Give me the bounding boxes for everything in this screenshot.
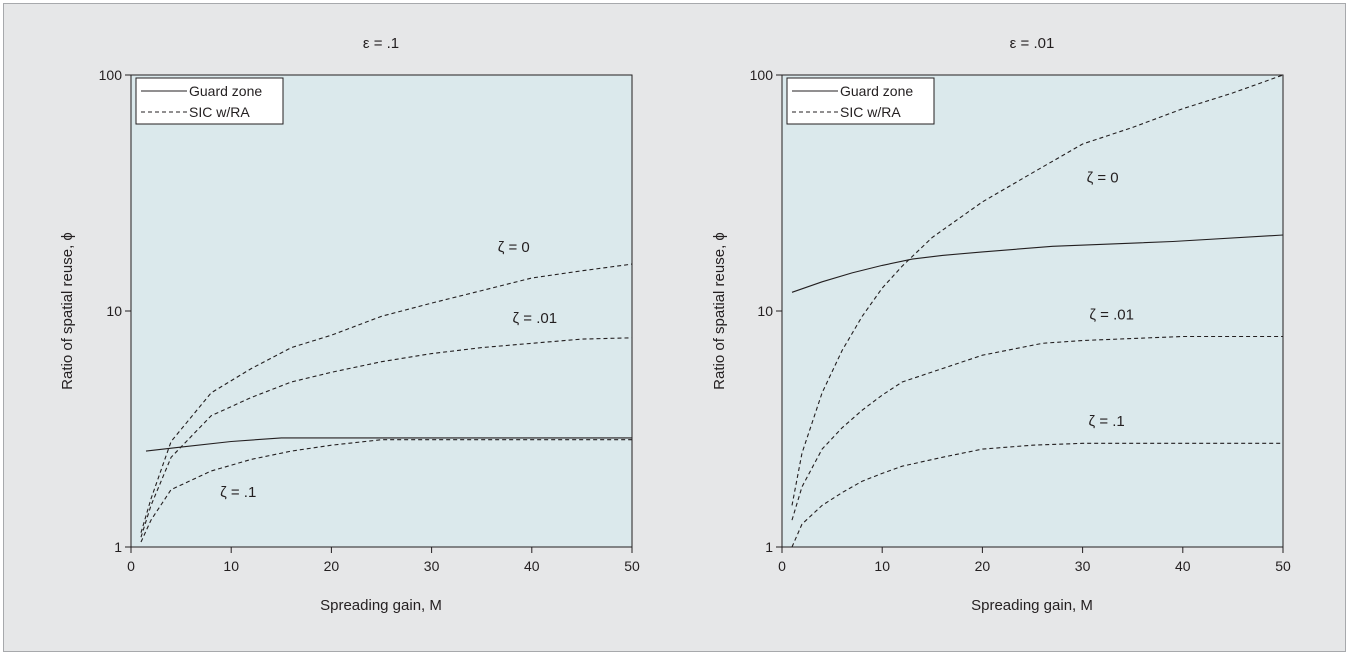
right-y-tick-label-2: 100 — [750, 67, 774, 83]
right-curve-annotation-1: ζ = .01 — [1089, 307, 1134, 324]
left-legend-label-guard-zone: Guard zone — [189, 83, 262, 99]
left-x-tick-label-4: 40 — [524, 558, 540, 574]
right-legend-box — [786, 77, 935, 125]
right-x-tick-label-2: 20 — [975, 558, 991, 574]
left-y-tick-label-2: 100 — [99, 67, 123, 83]
right-curve-annotation-0: ζ = 0 — [1087, 170, 1119, 187]
right-y-axis-label: Ratio of spatial reuse, ϕ — [711, 232, 728, 390]
left-curve-annotation-0: ζ = 0 — [498, 239, 530, 256]
left-x-axis-label: Spreading gain, M — [320, 597, 442, 614]
right-series-line-guard-zone — [791, 234, 1284, 293]
left-chart-title: ε = .1 — [363, 35, 399, 52]
right-series-line-sic-2 — [791, 335, 1283, 521]
right-y-tick-label-0: 1 — [765, 539, 773, 555]
right-legend-label-guard-zone: Guard zone — [840, 83, 913, 99]
right-plot-area — [781, 74, 1284, 548]
left-x-tick-label-1: 10 — [223, 558, 239, 574]
right-x-axis-label: Spreading gain, M — [971, 597, 1093, 614]
right-curve-annotation-2: ζ = .1 — [1089, 413, 1125, 430]
left-x-tick-label-3: 30 — [424, 558, 440, 574]
right-x-tick-label-0: 0 — [778, 558, 786, 574]
left-plot-area — [130, 74, 633, 548]
right-legend: Guard zone SIC w/RA — [786, 77, 935, 125]
left-curve-annotation-1: ζ = .01 — [513, 310, 558, 327]
left-legend: Guard zone SIC w/RA — [135, 77, 284, 125]
left-x-tick-label-2: 20 — [324, 558, 340, 574]
left-legend-box — [135, 77, 284, 125]
right-y-tick-label-1: 10 — [757, 303, 773, 319]
right-x-tick-label-3: 30 — [1075, 558, 1091, 574]
right-chart-panel: ε = .01 Spreading gain, M Ratio of spati… — [711, 35, 1291, 614]
left-legend-label-sic: SIC w/RA — [189, 104, 250, 120]
right-series-line-sic-1 — [791, 74, 1284, 506]
right-series-line-sic-3 — [791, 442, 1283, 548]
left-chart-panel: ε = .1 Spreading gain, M Ratio of spatia… — [59, 35, 640, 614]
left-x-tick-label-0: 0 — [127, 558, 135, 574]
left-curve-annotation-2: ζ = .1 — [220, 484, 256, 501]
left-series-line-sic-2 — [140, 337, 633, 538]
right-chart-title: ε = .01 — [1010, 35, 1055, 52]
right-x-tick-label-4: 40 — [1175, 558, 1191, 574]
left-y-tick-label-0: 1 — [114, 539, 122, 555]
left-y-tick-label-1: 10 — [106, 303, 122, 319]
right-x-tick-label-1: 10 — [874, 558, 890, 574]
left-series-line-sic-3 — [140, 439, 632, 543]
left-x-tick-label-5: 50 — [624, 558, 640, 574]
left-y-axis-label: Ratio of spatial reuse, ϕ — [59, 232, 76, 390]
right-legend-label-sic: SIC w/RA — [840, 104, 901, 120]
left-series-line-guard-zone — [145, 437, 632, 452]
right-x-tick-label-5: 50 — [1275, 558, 1291, 574]
